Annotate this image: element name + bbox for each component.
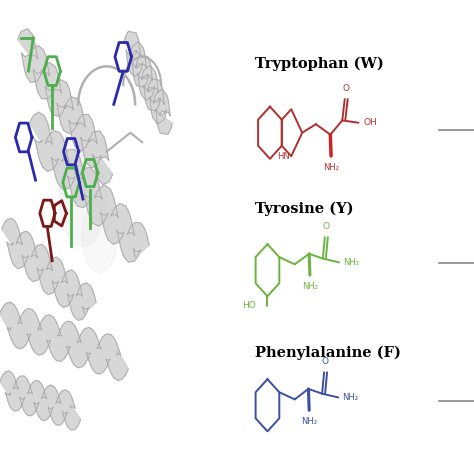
- Text: NH₂: NH₂: [301, 418, 317, 426]
- Text: O: O: [323, 222, 329, 231]
- Polygon shape: [0, 371, 81, 430]
- Text: O: O: [322, 357, 329, 366]
- Text: NH₂: NH₂: [302, 283, 318, 291]
- Text: HN: HN: [277, 152, 290, 161]
- Text: Tyrosine (Y): Tyrosine (Y): [255, 201, 354, 216]
- Polygon shape: [30, 112, 149, 262]
- Text: Phenylalanine (F): Phenylalanine (F): [255, 346, 401, 360]
- Polygon shape: [124, 31, 172, 135]
- Circle shape: [55, 133, 88, 199]
- Text: NH₂: NH₂: [323, 163, 339, 172]
- Text: NH₂: NH₂: [342, 393, 358, 402]
- Text: OH: OH: [364, 118, 377, 127]
- Polygon shape: [0, 302, 128, 381]
- Circle shape: [59, 152, 107, 246]
- Polygon shape: [2, 219, 96, 320]
- Circle shape: [82, 201, 118, 273]
- Polygon shape: [18, 29, 112, 184]
- Text: HO: HO: [243, 301, 256, 310]
- Text: NH₂: NH₂: [343, 258, 359, 267]
- Text: O: O: [343, 84, 349, 93]
- Text: Tryptophan (W): Tryptophan (W): [255, 57, 384, 71]
